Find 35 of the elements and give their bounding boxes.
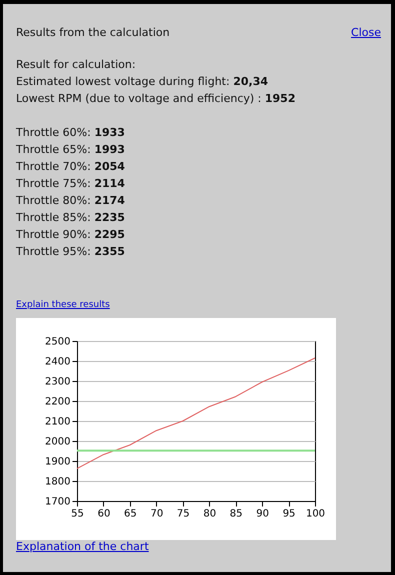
x-tick-label: 85	[230, 508, 243, 520]
text: Estimated lowest voltage during flight: 20,34	[16, 74, 269, 90]
text: Throttle 60%: 1933	[16, 125, 126, 141]
text: Throttle 90%: 2295	[16, 227, 126, 243]
x-tick-label: 60	[98, 508, 110, 520]
x-tick-label: 70	[150, 508, 164, 520]
text: Explanation of the chart	[16, 540, 149, 553]
text: Throttle 80%: 2174	[16, 193, 126, 209]
x-tick-label: 65	[124, 508, 137, 520]
x-tick-label: 95	[282, 508, 296, 520]
y-tick-label: 2100	[45, 416, 70, 428]
chart-title: Results from the calculation	[16, 26, 170, 39]
x-tick-label: 55	[71, 508, 84, 520]
line-series	[76, 358, 316, 470]
text: Explain these results	[16, 300, 110, 310]
x-tick-label: 100	[306, 508, 326, 520]
y-tick-label: 2200	[45, 396, 70, 408]
y-tick-label: 1900	[45, 456, 70, 468]
text: Lowest RPM (due to voltage and efficiency) : 1952	[16, 91, 296, 107]
text: Throttle 75%: 2114	[16, 176, 126, 192]
x-tick-label: 80	[203, 508, 216, 520]
text: Throttle 65%: 1993	[16, 142, 126, 158]
text: Close	[351, 26, 381, 39]
text: Throttle 85%: 2235	[16, 210, 126, 226]
y-tick-label: 2400	[45, 356, 70, 368]
y-tick-label: 2000	[45, 436, 70, 448]
text: Throttle 70%: 2054	[16, 159, 126, 175]
y-tick-label: 1800	[45, 476, 70, 488]
text: Result for calculation:	[16, 57, 137, 73]
y-tick-label: 2500	[45, 336, 70, 348]
x-tick-label: 90	[256, 508, 269, 520]
y-tick-label: 1700	[45, 496, 70, 508]
text: Throttle 95%: 2355	[16, 244, 126, 260]
y-tick-label: 2300	[45, 376, 70, 388]
x-tick-label: 75	[176, 508, 190, 520]
